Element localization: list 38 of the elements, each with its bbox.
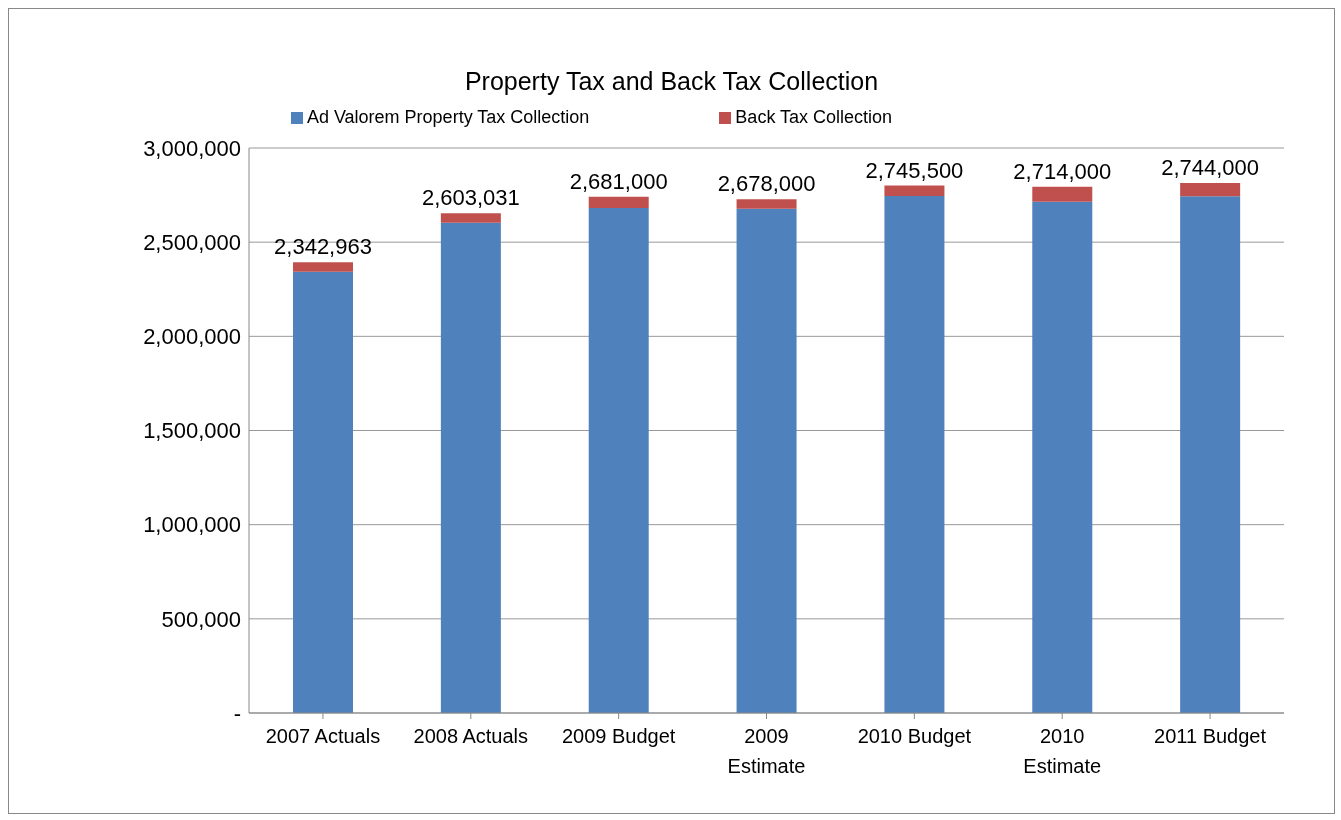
data-label: 2,342,963 — [274, 234, 372, 260]
bar — [440, 213, 501, 223]
y-tick-label: 2,000,000 — [143, 324, 241, 350]
data-label: 2,745,500 — [865, 157, 964, 183]
x-tick-label: 2009 Estimate — [727, 725, 806, 777]
y-tick-label: 1,500,000 — [143, 418, 241, 444]
x-tick-label: 2011 Budget — [1154, 725, 1267, 747]
bar — [884, 195, 945, 713]
x-tick-label: 2007 Actuals — [265, 725, 381, 747]
data-label: 2,714,000 — [1013, 158, 1112, 184]
bar — [440, 222, 501, 713]
bar — [1180, 183, 1241, 197]
x-tick-label: 2010 Budget — [857, 725, 972, 747]
legend-label: Ad Valorem Property Tax Collection — [306, 107, 590, 127]
bar — [293, 262, 353, 272]
x-tick-label: 2010 Estimate — [1023, 725, 1102, 777]
bar — [1032, 201, 1093, 713]
bar — [588, 208, 649, 713]
y-tick-label: 1,000,000 — [143, 512, 241, 538]
bar — [293, 271, 353, 713]
data-label: 2,744,000 — [1161, 155, 1260, 181]
y-tick-label: 3,000,000 — [143, 135, 241, 161]
data-label: 2,681,000 — [569, 168, 668, 194]
bar — [884, 185, 945, 196]
bar — [736, 208, 797, 713]
x-tick-label: 2008 Actuals — [413, 725, 529, 747]
x-tick-label: 2009 Budget — [561, 725, 676, 747]
bar — [736, 199, 797, 209]
bar — [1180, 196, 1241, 713]
data-label: 2,678,000 — [717, 171, 816, 197]
legend-label: Back Tax Collection — [735, 107, 893, 127]
y-tick-label: - — [233, 700, 241, 726]
data-label: 2,603,031 — [421, 185, 520, 211]
bar — [1032, 186, 1093, 202]
chart-title: Property Tax and Back Tax Collection — [463, 66, 880, 97]
y-tick-label: 2,500,000 — [143, 229, 241, 255]
y-tick-label: 500,000 — [161, 606, 241, 632]
bar — [588, 196, 649, 209]
